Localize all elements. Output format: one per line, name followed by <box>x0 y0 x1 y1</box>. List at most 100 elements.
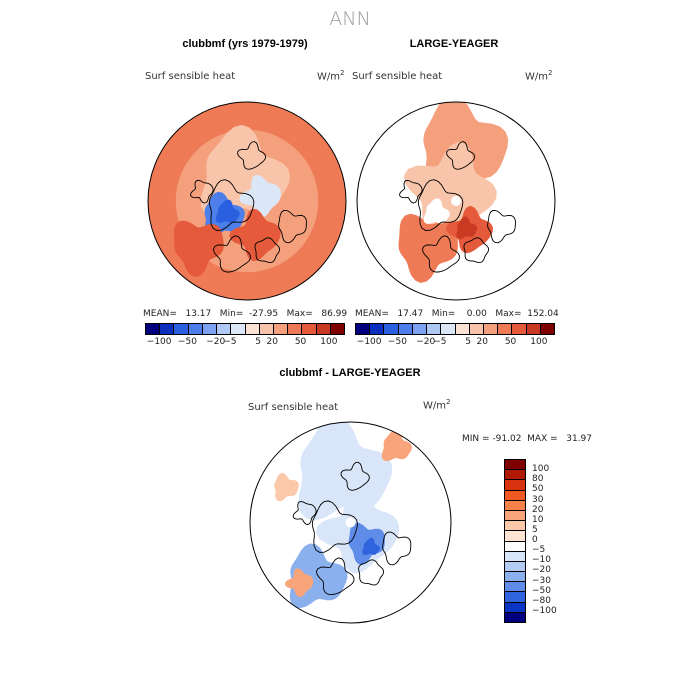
colorbar-swatch <box>505 612 525 622</box>
colorbar-tick-label: 80 <box>532 474 544 485</box>
colorbar-swatch <box>505 551 525 562</box>
field-region <box>398 213 458 283</box>
colorbar-tick-label: −50 <box>177 337 197 347</box>
coastline <box>254 237 280 264</box>
colorbar-tick-label: 30 <box>532 494 544 505</box>
colorbar-swatch <box>505 572 525 583</box>
colorbar-swatch <box>288 324 303 334</box>
panel2-units: W/m2 <box>525 69 553 83</box>
field-region <box>215 199 240 223</box>
panel2-field-label: Surf sensible heat <box>352 71 443 82</box>
coastlines <box>190 141 307 273</box>
field-region <box>456 216 478 239</box>
map-boundary <box>249 421 452 624</box>
colorbar-swatch <box>505 500 525 511</box>
coastline <box>315 557 355 596</box>
coastline <box>358 559 384 586</box>
map-boundary <box>356 101 556 301</box>
colorbar-swatch <box>441 324 456 334</box>
coastline <box>487 209 516 244</box>
colorbar-swatch <box>398 324 413 334</box>
field-region <box>274 472 299 502</box>
field-layer <box>357 102 555 300</box>
panel3-colorbar-ticks: 100 80 50 30 20 10 5 0 −5 −10 −20 −30 −50 −80 −100 <box>532 459 572 621</box>
coastline <box>208 179 255 231</box>
panel3-units: W/m2 <box>423 398 451 412</box>
field-region <box>423 198 450 224</box>
field-region <box>239 175 281 218</box>
field-region <box>381 429 412 462</box>
coastline <box>417 179 464 231</box>
coastline <box>292 501 317 525</box>
colorbar-tick-label: −50 <box>387 337 407 347</box>
coastlines <box>399 141 516 273</box>
panel1-title: clubbmf (yrs 1979-1979) <box>182 38 308 50</box>
coastline <box>340 461 370 491</box>
colorbar-swatch <box>505 460 525 471</box>
colorbar-tick-label: 5 <box>532 524 538 535</box>
colorbar-tick-label: −10 <box>532 555 551 566</box>
colorbar-swatch <box>316 324 331 334</box>
colorbar-swatch <box>498 324 513 334</box>
colorbar-tick-label: 50 <box>504 337 517 347</box>
colorbar-swatch <box>259 324 274 334</box>
colorbar-swatch <box>384 324 399 334</box>
coastline <box>463 237 489 264</box>
panel3-title: clubbmf - LARGE-YEAGER <box>279 367 421 379</box>
colorbar-swatch <box>505 480 525 491</box>
panel3-field-label: Surf sensible heat <box>248 402 339 413</box>
pole-hole <box>345 517 356 528</box>
field-layer <box>250 422 451 623</box>
field-region <box>285 568 314 598</box>
colorbar-swatch <box>505 470 525 481</box>
panel1-field-label: Surf sensible heat <box>145 71 236 82</box>
colorbar-swatch <box>146 324 161 334</box>
colorbar-swatch <box>412 324 428 334</box>
colorbar-swatch <box>540 324 555 334</box>
pole-hole <box>451 196 461 206</box>
coastline <box>278 209 307 244</box>
colorbar-swatch <box>202 324 218 334</box>
colorbar-swatch <box>356 324 371 334</box>
colorbar-swatch <box>231 324 246 334</box>
colorbar-swatch <box>160 324 175 334</box>
panel2-title: LARGE-YEAGER <box>409 38 499 50</box>
colorbar-tick-label: 50 <box>294 337 307 347</box>
panel3-stats: MIN = -91.02 MAX = 31.97 <box>462 434 592 444</box>
colorbar-tick-label: 5 <box>255 337 262 347</box>
colorbar-tick-label: −20 <box>532 565 551 576</box>
colorbar-tick-label: −5 <box>223 337 237 347</box>
colorbar-swatch <box>505 490 525 501</box>
colorbar-swatch <box>505 602 525 613</box>
field-region <box>229 208 281 262</box>
field-region <box>173 220 224 277</box>
colorbar-swatch <box>505 541 525 552</box>
colorbar-swatch <box>188 324 203 334</box>
coastline <box>212 235 251 273</box>
field-region <box>362 537 380 556</box>
colorbar-swatch <box>469 324 484 334</box>
colorbar-swatch <box>245 324 260 334</box>
colorbar-swatch <box>302 324 317 334</box>
colorbar-tick-label: −30 <box>532 575 551 586</box>
page-title: ANN <box>329 8 371 30</box>
coastline <box>421 235 460 273</box>
coastlines <box>292 461 412 596</box>
coastline <box>399 179 423 204</box>
colorbar-tick-label: 0 <box>532 535 538 545</box>
colorbar-tick-label: 100 <box>530 337 548 347</box>
colorbar-tick-label: −100 <box>146 337 172 347</box>
colorbar-swatch <box>526 324 541 334</box>
colorbar-swatch <box>217 324 232 334</box>
panel1-polar-map <box>147 101 347 301</box>
coastline <box>311 500 358 553</box>
colorbar-swatch <box>273 324 289 334</box>
colorbar-tick-label: 20 <box>532 504 544 515</box>
colorbar-tick-label: 10 <box>532 514 544 525</box>
colorbar-swatch <box>505 510 525 522</box>
colorbar-tick-label: 5 <box>465 337 472 347</box>
colorbar-tick-label: −5 <box>532 545 546 556</box>
panel3-polar-map <box>249 421 452 624</box>
coastline <box>190 179 214 204</box>
colorbar-tick-label: 50 <box>532 484 544 495</box>
